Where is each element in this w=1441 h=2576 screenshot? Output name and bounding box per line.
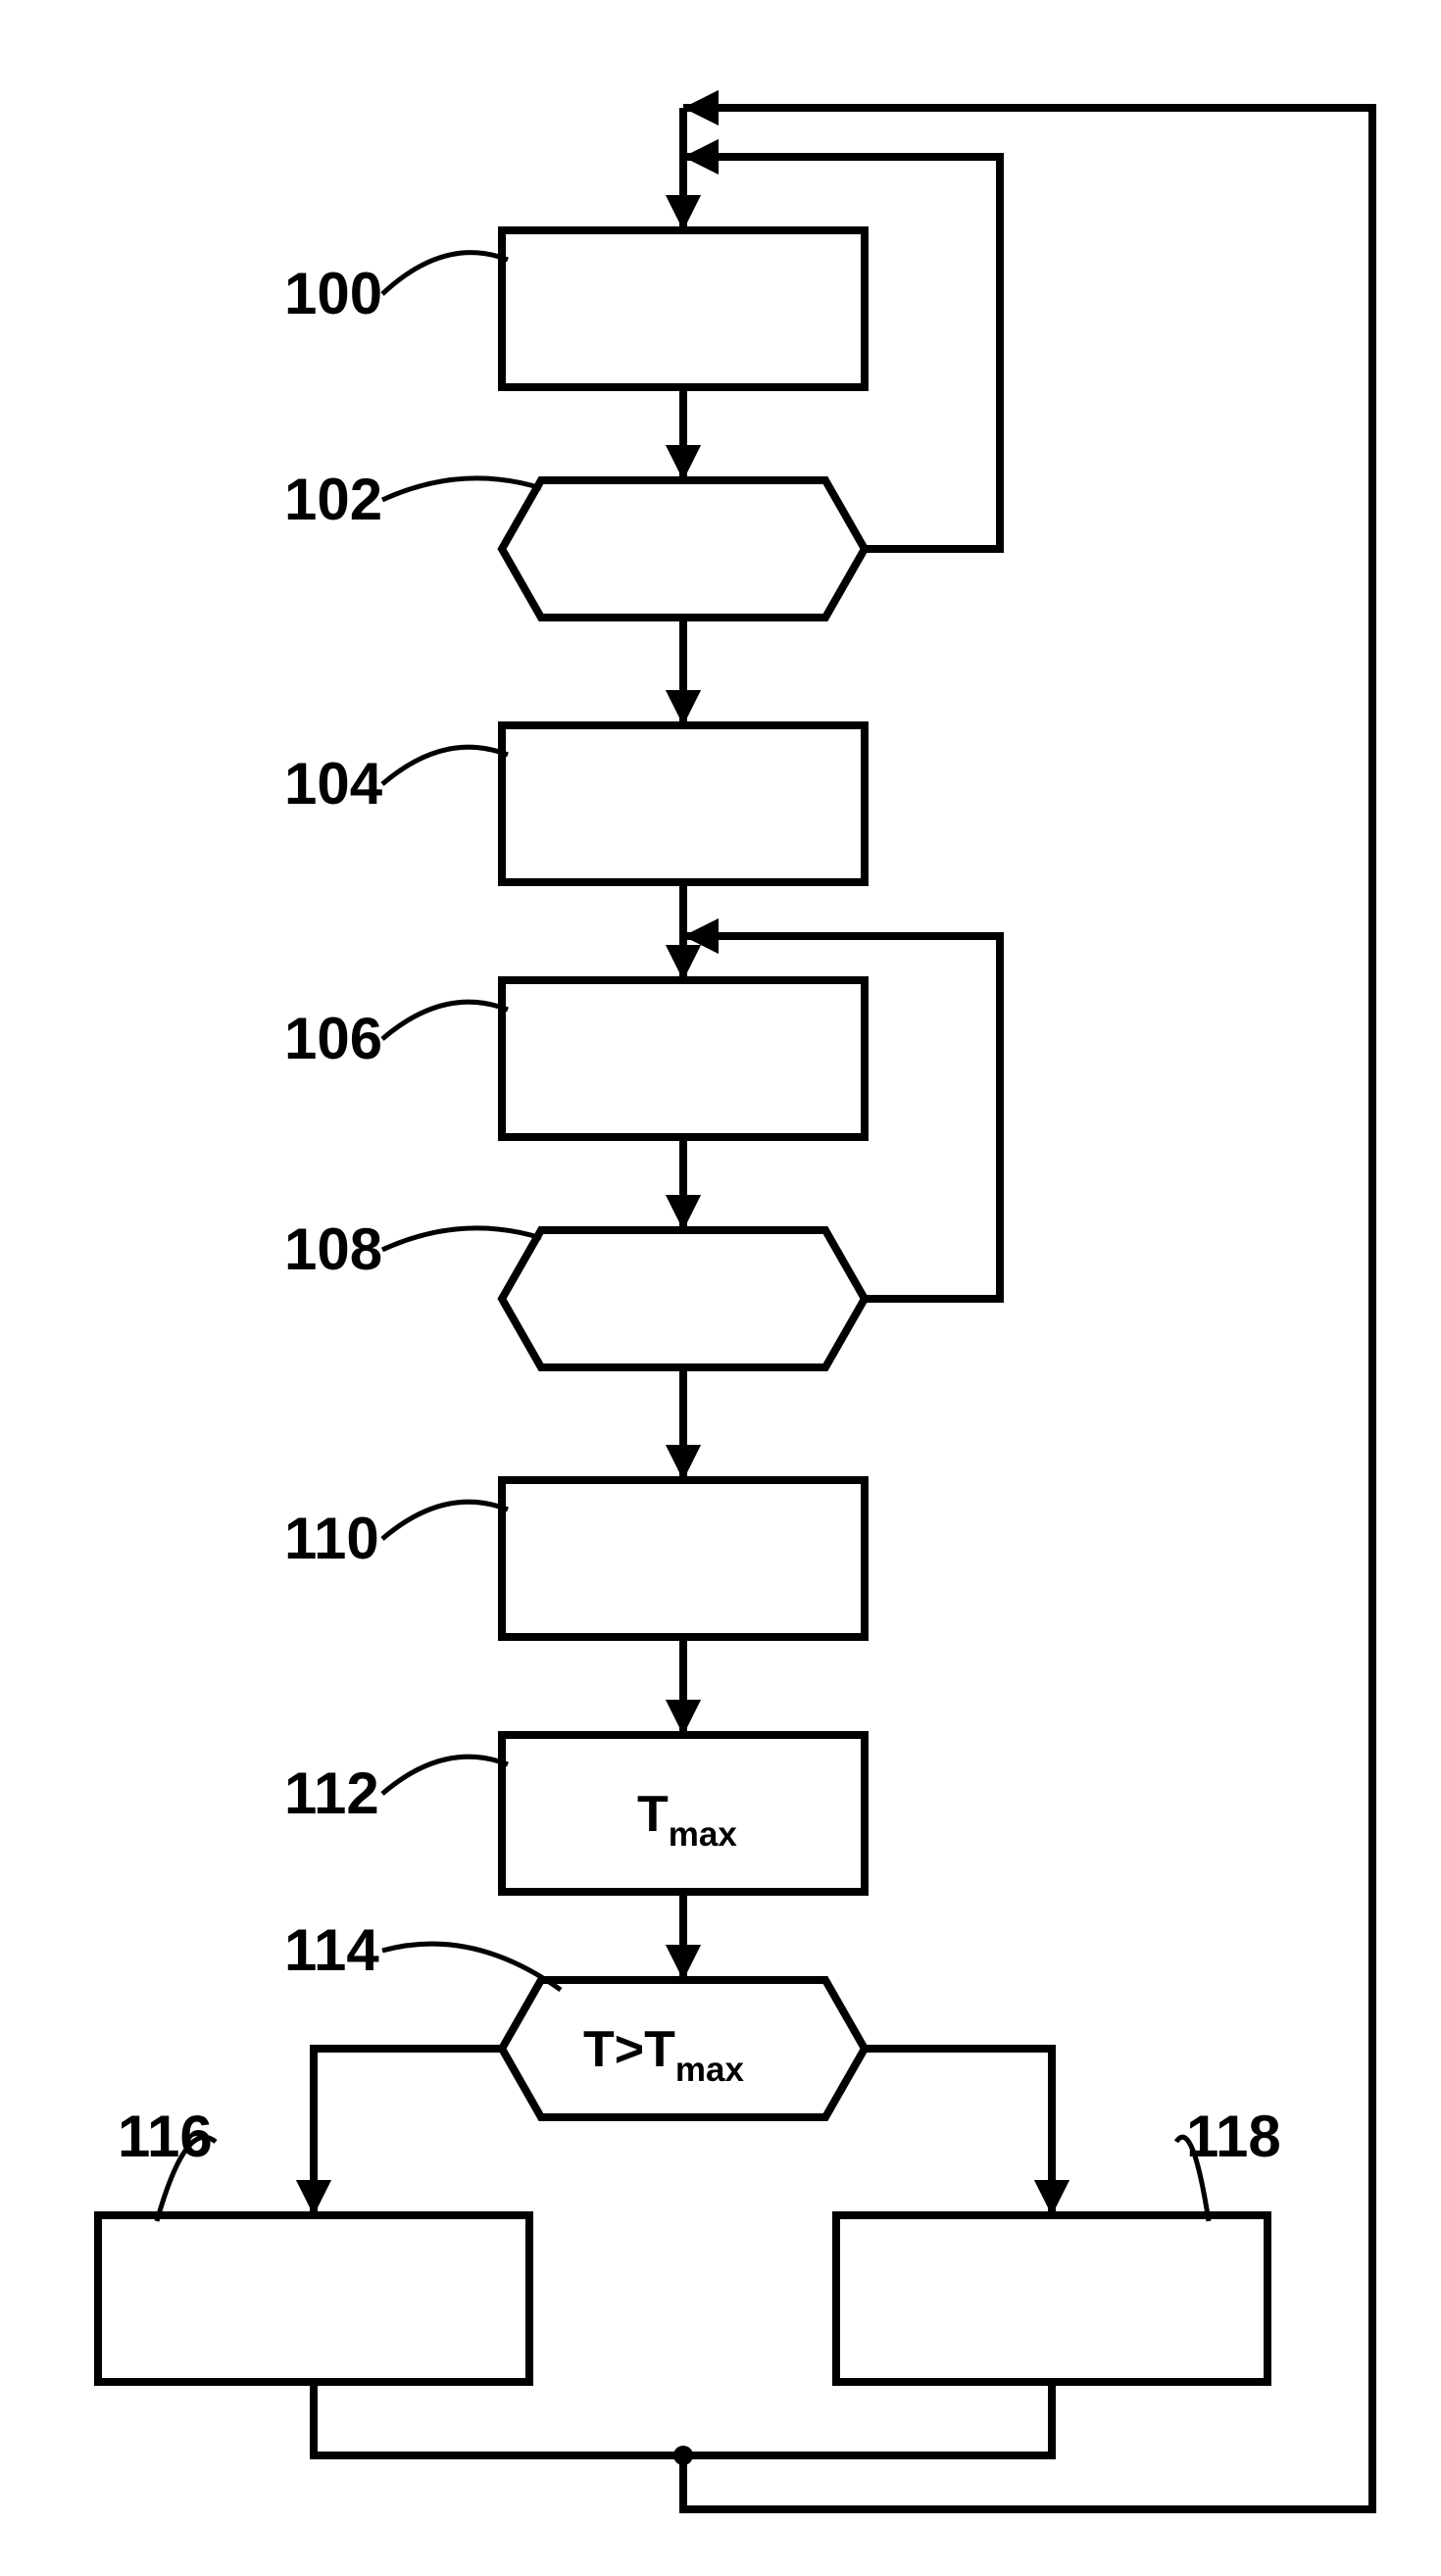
- junction-dot: [673, 2446, 693, 2465]
- leader-104: [382, 747, 508, 784]
- node-112: [502, 1735, 865, 1892]
- node-110: [502, 1480, 865, 1637]
- leader-100: [382, 253, 508, 294]
- leader-112: [382, 1757, 508, 1794]
- label-100: 100: [284, 261, 382, 326]
- node-116: [98, 2215, 529, 2382]
- e-114-118: [865, 2049, 1052, 2215]
- node-108: [502, 1230, 865, 1367]
- label-104: 104: [284, 751, 383, 817]
- label-112: 112: [284, 1760, 379, 1826]
- label-106: 106: [284, 1006, 382, 1071]
- label-102: 102: [284, 467, 382, 532]
- node-106: [502, 980, 865, 1137]
- e-114-116: [314, 2049, 502, 2215]
- label-118: 118: [1186, 2104, 1281, 2169]
- node-118: [836, 2215, 1267, 2382]
- label-108: 108: [284, 1216, 382, 1282]
- leader-108: [382, 1228, 541, 1250]
- node-102: [502, 480, 865, 618]
- leader-114: [382, 1944, 561, 1990]
- leader-110: [382, 1502, 508, 1539]
- leader-102: [382, 478, 541, 500]
- label-110: 110: [284, 1506, 379, 1571]
- node-100: [502, 230, 865, 387]
- node-104: [502, 725, 865, 882]
- leader-106: [382, 1002, 508, 1039]
- node-114: [502, 1980, 865, 2117]
- label-114: 114: [284, 1917, 379, 1983]
- e-116-down: [314, 2382, 683, 2455]
- e-118-down: [683, 2382, 1052, 2455]
